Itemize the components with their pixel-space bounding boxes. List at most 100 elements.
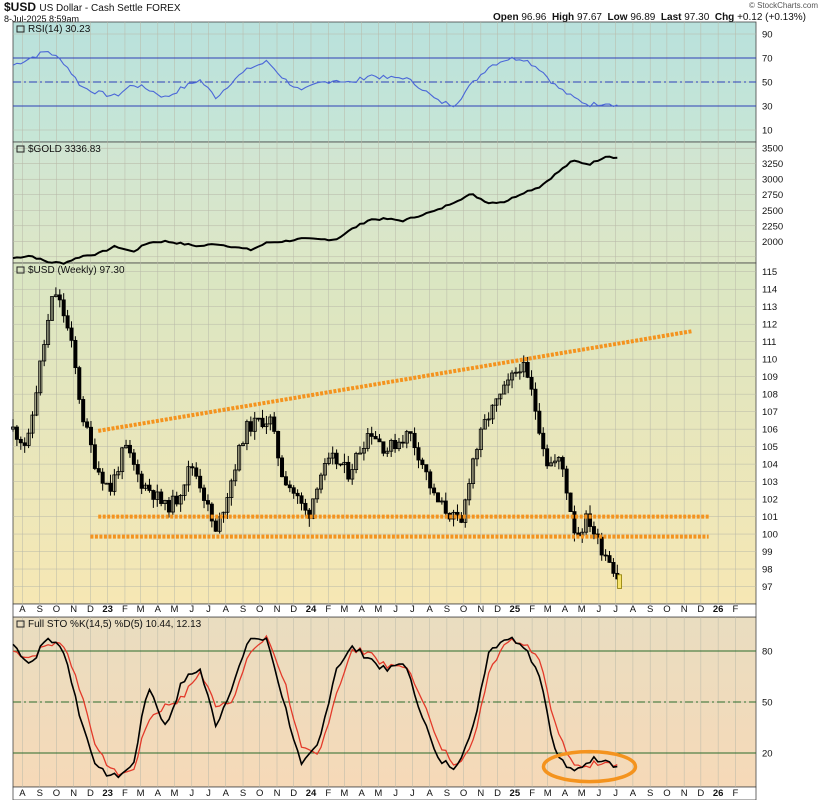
candle-body: [393, 439, 398, 450]
candle-body: [549, 462, 554, 467]
candle-body: [108, 482, 113, 492]
candle-body: [319, 474, 324, 490]
candle-body: [326, 457, 331, 464]
candle-body: [256, 417, 261, 420]
candle-body: [272, 416, 277, 432]
x-tick-label: F: [122, 604, 128, 615]
x-tick-label: S: [240, 788, 246, 799]
x-tick-label: S: [37, 604, 43, 615]
candle-body: [209, 503, 214, 522]
candle-body: [166, 500, 171, 513]
y-tick-label: 2000: [762, 237, 783, 248]
x-tick-label: S: [37, 788, 43, 799]
y-tick-label: 102: [762, 495, 778, 506]
candle-body: [276, 431, 281, 459]
candle-body: [510, 372, 515, 381]
x-tick-label: F: [122, 788, 128, 799]
y-tick-label: 50: [762, 698, 773, 709]
candle-body: [116, 471, 121, 476]
x-tick-label: O: [256, 604, 263, 615]
x-tick-label: O: [663, 788, 670, 799]
candle-body: [568, 492, 573, 513]
y-tick-label: 80: [762, 647, 773, 658]
last-label: Last: [660, 12, 682, 23]
x-tick-label: A: [426, 604, 433, 615]
candle-body: [439, 500, 444, 503]
candle-body: [57, 294, 62, 301]
candle-body: [135, 464, 140, 475]
x-tick-label: F: [325, 604, 331, 615]
candle-body: [385, 450, 390, 454]
marks: [10, 51, 709, 784]
candle-body: [459, 515, 464, 523]
x-tick-label: F: [732, 604, 738, 615]
y-tick-label: 105: [762, 442, 778, 453]
x-tick-label: A: [155, 788, 162, 799]
open-value: 96.96: [521, 12, 547, 23]
candle-body: [46, 319, 51, 345]
candle-body: [591, 526, 596, 535]
candle-body: [287, 484, 292, 489]
y-tick-label: 99: [762, 547, 773, 558]
candle-body: [104, 482, 109, 485]
x-tick-label: N: [70, 604, 77, 615]
candle-body: [420, 459, 425, 466]
candle-body: [365, 433, 370, 449]
candle-body: [529, 376, 534, 390]
candle-body: [155, 491, 160, 500]
candle-body: [283, 476, 288, 486]
x-tick-label: J: [613, 788, 618, 799]
candle-body: [350, 469, 355, 480]
y-tick-label: 3250: [762, 159, 783, 170]
candle-body: [198, 475, 203, 489]
candle-body: [85, 421, 90, 428]
y-tick-label: 97: [762, 582, 773, 593]
candle-body: [194, 467, 199, 477]
y-tick-label: 114: [762, 285, 777, 296]
candle-body: [588, 513, 593, 527]
candle-body: [205, 500, 210, 505]
candle-body: [599, 536, 604, 556]
x-axis-strip: [12, 603, 757, 618]
candle-body: [30, 414, 35, 434]
candle-body: [124, 444, 129, 449]
candle-body: [299, 495, 304, 504]
x-tick-label: O: [256, 788, 263, 799]
candle-body: [330, 452, 335, 459]
candle-body: [248, 421, 253, 432]
candle-body: [151, 490, 156, 500]
x-tick-label: A: [630, 788, 637, 799]
panel-title: $USD (Weekly) 97.30: [28, 265, 125, 276]
x-tick-label: O: [460, 788, 467, 799]
candle-body: [127, 444, 132, 454]
x-tick-label: M: [578, 788, 586, 799]
x-tick-label: M: [340, 788, 348, 799]
candle-body: [260, 417, 265, 428]
x-tick-label: O: [53, 604, 60, 615]
x-tick-label: A: [155, 604, 162, 615]
panel-title: $GOLD 3336.83: [28, 144, 101, 155]
candle-body: [377, 438, 382, 443]
candle-body: [252, 417, 257, 432]
candle-body: [381, 441, 386, 454]
x-tick-label: F: [325, 788, 331, 799]
y-tick-label: 106: [762, 425, 778, 436]
candle-body: [42, 344, 47, 362]
candle-body: [521, 362, 526, 373]
candle-body: [280, 457, 285, 478]
candle-body: [467, 483, 472, 501]
candle-body: [139, 473, 144, 489]
y-tick-label: 103: [762, 477, 778, 488]
x-tick-label: D: [697, 788, 704, 799]
y-tick-label: 98: [762, 565, 773, 576]
last-value: 97.30: [684, 12, 710, 23]
trend-line: [97, 329, 693, 433]
y-tick-label: 111: [762, 337, 776, 348]
x-tick-label: N: [477, 788, 484, 799]
x-tick-label: 24: [306, 788, 317, 799]
candle-body: [498, 393, 503, 400]
high-label: High: [551, 12, 575, 23]
x-axis-strip-bottom: [12, 786, 757, 800]
candle-body: [77, 367, 82, 400]
candle-body: [354, 453, 359, 471]
